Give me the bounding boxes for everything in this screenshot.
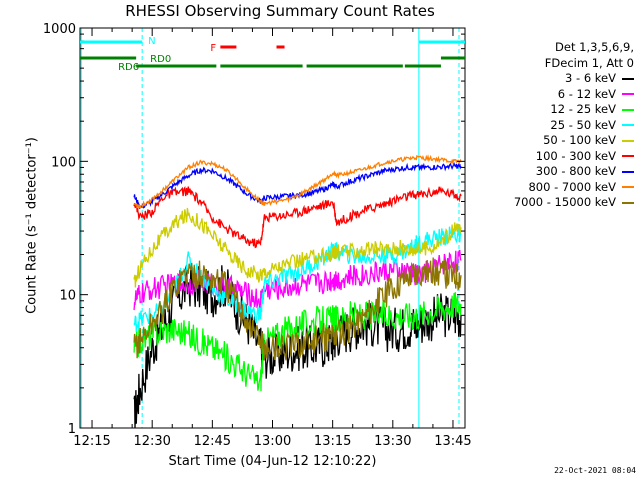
legend-entry: 300 - 800 keV	[474, 164, 634, 180]
legend-header-line-1: Det 1,3,5,6,9,	[555, 40, 634, 54]
series-line-7	[133, 154, 462, 210]
legend-entry: 25 - 50 keV	[474, 118, 634, 134]
flag-bars: N RD0 RD6 F	[80, 36, 465, 73]
series-line-8	[133, 257, 462, 361]
x-tick-label: 13:45	[434, 434, 471, 449]
y-axis-label: Count Rate (s⁻¹ detector⁻¹)	[24, 137, 40, 314]
legend-header-line-2: FDecim 1, Att 0	[544, 55, 634, 70]
night-flag-label: N	[148, 36, 155, 47]
legend-entry: 50 - 100 keV	[474, 133, 634, 149]
chart-title: RHESSI Observing Summary Count Rates	[125, 2, 435, 20]
series-line-2	[133, 292, 462, 392]
legend-entry-label: 300 - 800 keV	[535, 164, 616, 178]
legend-rows: 3 - 6 keV 6 - 12 keV 12 - 25 keV 25 - 50 ke…	[474, 71, 634, 211]
legend-entry: 100 - 300 keV	[474, 149, 634, 165]
legend-swatch	[622, 77, 634, 80]
legend-swatch	[622, 170, 634, 173]
legend-entry-label: 6 - 12 keV	[557, 86, 616, 101]
legend-swatch	[622, 155, 634, 158]
legend-swatch	[622, 93, 634, 96]
y-tick-label: 1000	[43, 22, 76, 37]
x-tick-label: 13:00	[254, 434, 291, 449]
rd0-flag-label: RD0	[150, 54, 171, 65]
legend-entry-label: 25 - 50 keV	[550, 117, 616, 132]
series-line-3	[133, 223, 462, 332]
legend: Det 1,3,5,6,9, FDecim 1, Att 0 3 - 6 keV…	[474, 40, 634, 211]
legend-entry: 7000 - 15000 keV	[474, 195, 634, 211]
y-tick-label: 1	[68, 422, 76, 437]
y-tick-label: 100	[51, 155, 76, 170]
legend-swatch	[622, 186, 634, 189]
x-tick-label: 13:15	[314, 434, 351, 449]
plot-area	[80, 28, 462, 429]
x-tick-label: 13:30	[374, 434, 411, 449]
ticks: 1 10 100 1000 12:15 12:30 12:45 13:00 13:15 13:30…	[43, 22, 472, 449]
legend-entry-label: 800 - 7000 keV	[528, 179, 616, 194]
flare-flag-label: F	[210, 43, 216, 54]
x-axis-label: Start Time (04-Jun-12 12:10:22)	[168, 454, 377, 469]
legend-swatch	[622, 108, 634, 111]
rd6-flag-label: RD6	[118, 62, 139, 73]
series-line-4	[133, 207, 462, 288]
series-line-5	[133, 185, 462, 249]
legend-entry-label: 50 - 100 keV	[543, 133, 616, 147]
y-tick-label: 10	[59, 289, 76, 304]
legend-swatch	[622, 201, 634, 204]
timestamp: 22-Oct-2021 08:04	[554, 466, 636, 475]
legend-entry-label: 3 - 6 keV	[565, 71, 616, 85]
x-tick-label: 12:45	[194, 434, 231, 449]
series-line-6	[133, 162, 462, 209]
legend-swatch	[622, 139, 634, 142]
legend-entry: 6 - 12 keV	[474, 87, 634, 103]
x-tick-label: 12:15	[73, 434, 110, 449]
legend-entry-label: 100 - 300 keV	[535, 148, 616, 163]
legend-entry: 800 - 7000 keV	[474, 180, 634, 196]
legend-entry-label: 7000 - 15000 keV	[513, 195, 616, 209]
x-tick-label: 12:30	[133, 434, 170, 449]
legend-swatch	[622, 124, 634, 127]
legend-entry: 12 - 25 keV	[474, 102, 634, 118]
legend-entry: 3 - 6 keV	[474, 71, 634, 87]
legend-entry-label: 12 - 25 keV	[550, 102, 616, 116]
